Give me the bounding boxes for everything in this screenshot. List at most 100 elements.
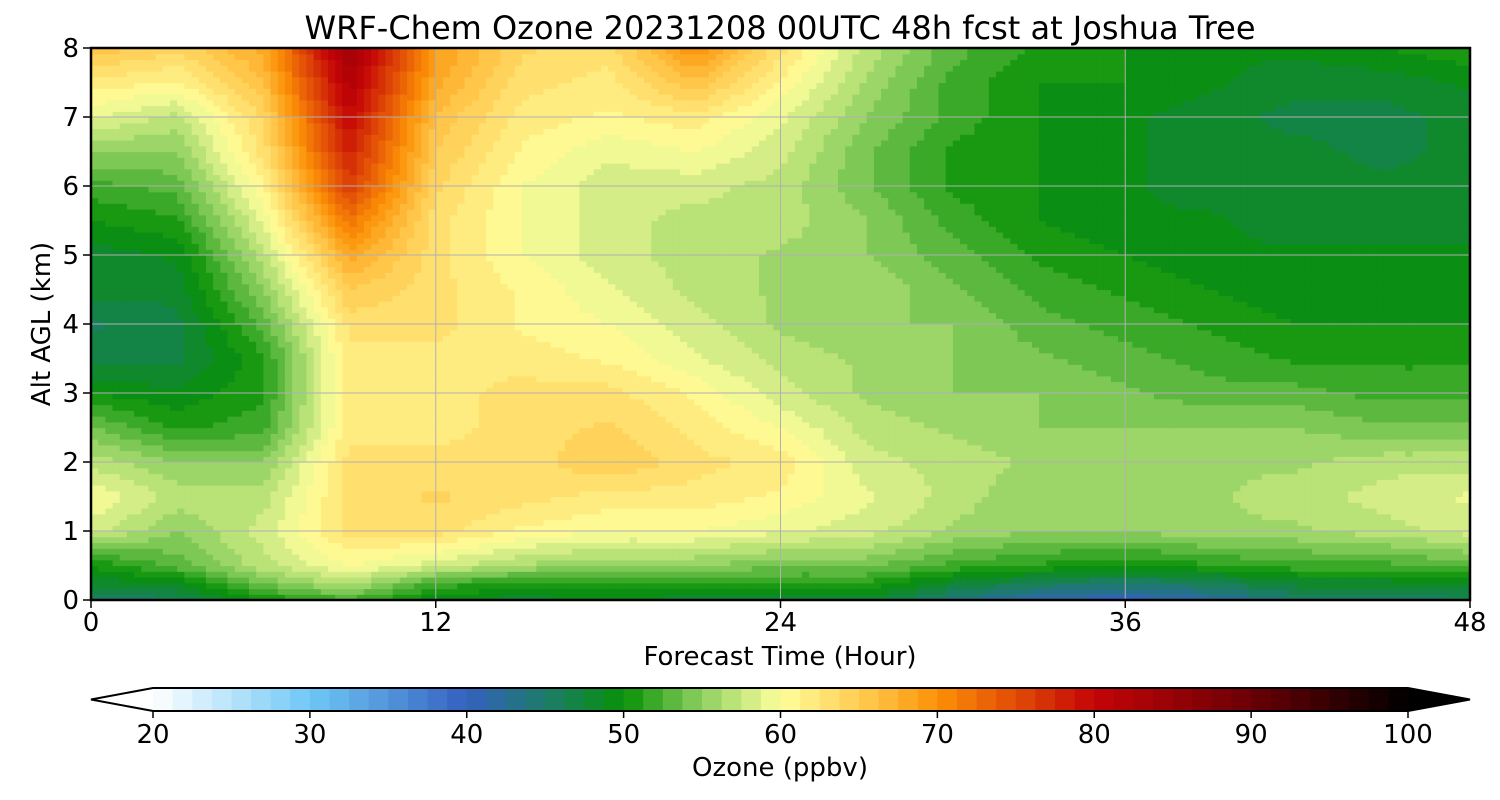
heatmap-cell <box>1197 479 1205 486</box>
heatmap-cell <box>1082 548 1090 555</box>
heatmap-cell <box>967 490 976 498</box>
heatmap-cell <box>148 462 157 469</box>
heatmap-cell <box>1462 479 1470 486</box>
heatmap-cell <box>1039 565 1047 572</box>
heatmap-cell <box>1046 490 1055 498</box>
heatmap-cell <box>335 485 343 492</box>
heatmap-cell <box>529 502 537 509</box>
heatmap-cell <box>593 542 602 549</box>
heatmap-cell <box>608 542 616 549</box>
heatmap-cell <box>442 542 451 549</box>
heatmap-cell <box>478 582 487 590</box>
heatmap-cell <box>1412 456 1421 463</box>
heatmap-cell <box>600 582 609 590</box>
heatmap-cell <box>105 444 114 452</box>
heatmap-cell <box>608 485 616 492</box>
heatmap-cell <box>1290 571 1299 578</box>
heatmap-cell <box>636 594 645 600</box>
heatmap-cell <box>493 559 501 567</box>
heatmap-cell <box>1412 508 1421 515</box>
heatmap-cell <box>694 508 703 515</box>
heatmap-cell <box>1211 485 1220 492</box>
heatmap-cell <box>1326 525 1335 532</box>
heatmap-cell <box>967 479 976 486</box>
heatmap-cell <box>213 519 221 526</box>
heatmap-cell <box>1283 571 1292 578</box>
heatmap-cell <box>335 588 343 595</box>
heatmap-cell <box>744 473 753 480</box>
heatmap-cell <box>313 554 322 561</box>
heatmap-cell <box>119 485 128 492</box>
heatmap-cell <box>579 513 588 521</box>
heatmap-cell <box>1146 525 1155 532</box>
heatmap-cell <box>392 577 401 584</box>
heatmap-cell <box>328 456 336 463</box>
heatmap-cell <box>1039 588 1047 595</box>
heatmap-cell <box>1089 559 1098 567</box>
heatmap-cell <box>1039 536 1047 544</box>
heatmap-cell <box>227 577 236 584</box>
heatmap-cell <box>1355 536 1363 544</box>
heatmap-cell <box>457 588 466 595</box>
heatmap-cell <box>823 513 832 521</box>
heatmap-cell <box>572 588 580 595</box>
heatmap-cell <box>895 582 904 590</box>
heatmap-cell <box>1139 559 1148 567</box>
heatmap-cell <box>1211 479 1220 486</box>
heatmap-cell <box>1311 577 1320 584</box>
heatmap-cell <box>967 473 976 480</box>
heatmap-cell <box>1132 571 1141 578</box>
heatmap-cell <box>543 559 552 567</box>
heatmap-cell <box>1419 479 1428 486</box>
heatmap-cell <box>1175 450 1184 457</box>
heatmap-cell <box>916 513 925 521</box>
heatmap-cell <box>98 456 106 463</box>
heatmap-cell <box>435 594 444 600</box>
heatmap-cell <box>198 450 207 457</box>
heatmap-cell <box>780 450 789 457</box>
heatmap-cell <box>1448 525 1457 532</box>
heatmap-cell <box>1003 559 1011 567</box>
heatmap-cell <box>1441 479 1450 486</box>
heatmap-cell <box>1362 577 1371 584</box>
heatmap-cell <box>1211 473 1220 480</box>
heatmap-cell <box>960 508 968 515</box>
heatmap-cell <box>1376 536 1385 544</box>
heatmap-cell <box>299 542 308 549</box>
heatmap-cell <box>227 548 236 555</box>
heatmap-cell <box>651 490 659 498</box>
heatmap-cell <box>1261 485 1270 492</box>
heatmap-cell <box>550 531 559 538</box>
heatmap-cell <box>184 577 193 584</box>
heatmap-cell <box>873 496 882 503</box>
heatmap-cell <box>98 519 106 526</box>
heatmap-cell <box>543 582 552 590</box>
heatmap-cell <box>493 571 501 578</box>
heatmap-cell <box>134 577 142 584</box>
heatmap-cell <box>1412 588 1421 595</box>
heatmap-cell <box>866 588 875 595</box>
heatmap-cell <box>1168 582 1177 590</box>
heatmap-cell <box>507 525 516 532</box>
heatmap-cell <box>335 490 343 498</box>
heatmap-cell <box>349 588 358 595</box>
heatmap-cell <box>895 502 904 509</box>
heatmap-cell <box>486 502 494 509</box>
heatmap-cell <box>1024 571 1033 578</box>
heatmap-cell <box>960 565 968 572</box>
heatmap-cell <box>916 456 925 463</box>
heatmap-cell <box>1448 496 1457 503</box>
heatmap-cell <box>155 496 164 503</box>
heatmap-cell <box>1175 531 1184 538</box>
heatmap-cell <box>960 467 968 475</box>
heatmap-cell <box>392 485 401 492</box>
heatmap-cell <box>837 525 846 532</box>
heatmap-cell <box>766 565 774 572</box>
heatmap-cell <box>651 479 659 486</box>
heatmap-cell <box>507 462 516 469</box>
heatmap-cell <box>960 502 968 509</box>
heatmap-cell <box>1268 456 1277 463</box>
heatmap-cell <box>665 485 674 492</box>
heatmap-cell <box>529 582 537 590</box>
heatmap-cell <box>1182 571 1191 578</box>
